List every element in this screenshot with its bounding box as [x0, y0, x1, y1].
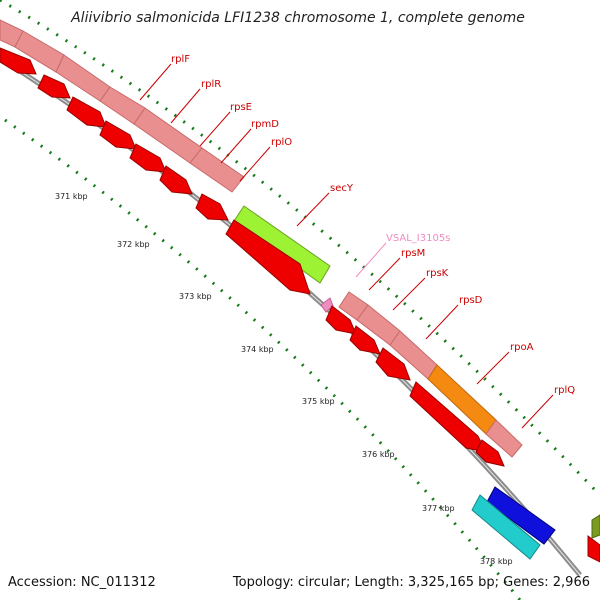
- gene-label-rpsE: rpsE: [230, 102, 252, 113]
- arrow-12: [409, 381, 487, 453]
- gene-block-VSAL_I3105s: [320, 297, 334, 313]
- arrow-7: [195, 193, 229, 221]
- arrow-10: [349, 325, 381, 355]
- kbp-label-377: 377 kbp: [422, 504, 455, 513]
- accession-text: Accession: NC_011312: [8, 575, 156, 590]
- gene-leader-lines: [139, 63, 554, 429]
- arrow-9: [325, 305, 357, 335]
- map-title: Aliivibrio salmonicida LFI1238 chromosom…: [70, 10, 525, 26]
- gene-block-cyan: [471, 494, 541, 560]
- gene-block-a: [189, 147, 245, 193]
- leader-rpoA: [476, 351, 510, 385]
- arrow-11: [375, 347, 411, 381]
- feature-track-inner: [0, 47, 600, 563]
- gene-block-rplQ: [485, 419, 523, 458]
- leader-secY: [296, 192, 330, 227]
- kbp-label-378: 378 kbp: [480, 557, 513, 566]
- kbp-labels: 371 kbp 372 kbp 373 kbp 374 kbp 375 kbp …: [55, 192, 513, 566]
- gene-labels: rplF rplR rpsE rpmD rplO secY VSAL_I3105…: [171, 54, 575, 396]
- gene-block-blue: [486, 486, 556, 545]
- gene-label-rpsK: rpsK: [426, 268, 449, 279]
- gene-label-rpmD: rpmD: [251, 119, 279, 130]
- leader-rpmD: [220, 128, 252, 164]
- gene-label-rplR: rplR: [201, 79, 221, 90]
- leader-VSAL_I3105s: [355, 242, 387, 278]
- arrow-5: [129, 143, 167, 173]
- leader-rplO: [239, 146, 271, 182]
- leader-rpsD: [425, 304, 459, 340]
- outer-tick-line: [0, 0, 597, 492]
- feature-track-other: [471, 486, 600, 560]
- arrow-8: [225, 219, 311, 295]
- leader-rplF: [139, 63, 172, 101]
- summary-text: Topology: circular; Length: 3,325,165 bp…: [232, 575, 590, 590]
- gene-label-rplF: rplF: [171, 54, 190, 65]
- leader-rplR: [170, 88, 201, 124]
- leader-rpsM: [368, 257, 401, 291]
- arrow-3: [66, 96, 107, 128]
- kbp-label-371: 371 kbp: [55, 192, 88, 201]
- feature-track-outer: [0, 19, 523, 458]
- kbp-label-372: 372 kbp: [117, 240, 150, 249]
- arrow-13: [475, 439, 505, 467]
- gene-label-rpsD: rpsD: [459, 295, 483, 306]
- arrow-6: [159, 165, 193, 195]
- kbp-label-376: 376 kbp: [362, 450, 395, 459]
- gene-label-VSAL_I3105s: VSAL_I3105s: [386, 233, 450, 244]
- gene-block-secY: [233, 205, 331, 284]
- arrow-1: [0, 47, 37, 75]
- gene-label-rplO: rplO: [271, 137, 292, 148]
- arrow-14: [587, 535, 600, 563]
- kbp-label-374: 374 kbp: [241, 345, 274, 354]
- gene-label-rpsM: rpsM: [401, 248, 425, 259]
- kbp-label-375: 375 kbp: [302, 397, 335, 406]
- arrow-2: [37, 74, 71, 99]
- leader-rpsK: [392, 277, 426, 311]
- leader-rplQ: [521, 394, 554, 429]
- kbp-label-373: 373 kbp: [179, 292, 212, 301]
- gene-block-olive: [591, 514, 600, 539]
- gene-label-rpoA: rpoA: [510, 342, 534, 353]
- arrow-4: [99, 120, 137, 150]
- gene-label-rplQ: rplQ: [554, 385, 575, 396]
- leader-rpsE: [199, 111, 231, 147]
- gene-label-secY: secY: [330, 183, 354, 194]
